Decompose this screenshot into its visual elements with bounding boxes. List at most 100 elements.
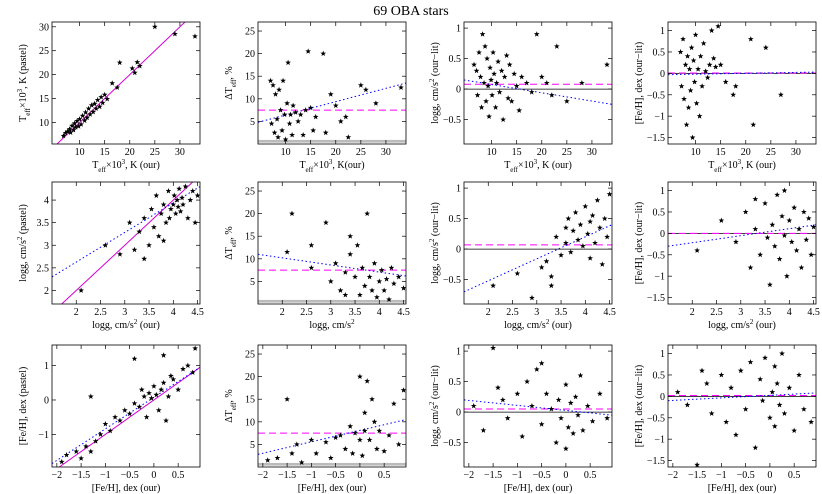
data-point — [131, 400, 138, 406]
y-tick-label: 20 — [245, 372, 255, 383]
data-point — [83, 443, 89, 449]
data-point — [175, 203, 182, 210]
data-point — [774, 380, 781, 386]
y-tick-label: 20 — [245, 209, 255, 220]
x-tick-label: 3 — [328, 307, 333, 318]
data-point — [302, 107, 309, 113]
x-tick-label: 20 — [537, 147, 547, 158]
data-point — [155, 233, 162, 239]
data-point — [791, 204, 798, 211]
data-point — [289, 131, 295, 138]
data-point — [79, 112, 86, 119]
data-point — [332, 260, 339, 266]
x-tick-label: 30 — [381, 147, 391, 158]
data-point — [91, 100, 98, 107]
data-point — [114, 84, 121, 90]
data-point — [126, 219, 133, 226]
data-point — [803, 236, 810, 243]
x-tick-label: 2.5 — [94, 307, 107, 318]
y-tick-label: 15 — [245, 232, 255, 243]
data-point — [737, 367, 744, 374]
data-point — [102, 421, 109, 427]
x-tick-label: 4.5 — [191, 307, 204, 318]
y-tick-label: 0.5 — [653, 47, 666, 58]
y-tick-label: 30 — [39, 22, 49, 33]
data-point — [369, 287, 375, 293]
data-point — [570, 430, 577, 436]
data-point — [538, 421, 545, 427]
data-point — [781, 410, 788, 416]
y-tick-label: −1 — [654, 435, 665, 446]
data-point — [357, 373, 363, 380]
plot-frame — [463, 344, 613, 468]
data-point — [776, 401, 783, 408]
data-point — [508, 98, 515, 104]
data-point — [165, 393, 172, 399]
data-point — [313, 450, 320, 456]
data-point — [543, 390, 550, 397]
data-point — [558, 252, 564, 258]
data-point — [747, 36, 754, 42]
data-point — [762, 200, 768, 206]
plot-area — [258, 48, 406, 143]
data-point — [131, 355, 138, 362]
data-point — [93, 105, 99, 112]
y-axis-label: logg, cm/s2 (pastel) — [16, 204, 29, 282]
data-point — [185, 215, 191, 221]
data-point — [682, 61, 689, 68]
data-point — [357, 436, 363, 443]
x-tick-label: −2 — [258, 470, 269, 481]
data-point — [686, 66, 693, 72]
data-point — [87, 393, 94, 399]
data-point — [371, 418, 378, 425]
data-point — [558, 415, 564, 421]
data-point — [78, 121, 84, 127]
data-point — [543, 258, 550, 264]
y-axis-label: logg, cm/s2 (our−lit) — [428, 202, 441, 284]
y-axis-label: [Fe/H], dex (our−lit) — [634, 42, 645, 125]
data-point — [185, 362, 191, 369]
x-tick-label: −2 — [52, 470, 63, 481]
data-point — [684, 401, 691, 408]
y-axis-label: ΔTeff, % — [224, 389, 238, 423]
data-point — [589, 418, 596, 424]
y-tick-label: 0.5 — [653, 207, 666, 218]
x-tick-label: 10 — [75, 147, 85, 158]
data-point — [347, 233, 354, 239]
x-tick-label: 0.5 — [584, 470, 597, 481]
data-point — [718, 371, 725, 378]
x-tick-label: 2 — [690, 307, 695, 318]
data-point — [538, 73, 545, 80]
data-point — [479, 31, 486, 37]
data-point — [305, 48, 312, 54]
data-point — [699, 83, 705, 89]
data-point — [752, 444, 759, 451]
data-point — [577, 221, 584, 228]
data-point — [146, 242, 152, 248]
data-point — [538, 264, 545, 270]
data-point — [174, 197, 181, 203]
data-point — [728, 384, 734, 391]
data-point — [810, 223, 816, 230]
data-point — [681, 96, 687, 102]
data-point — [97, 431, 104, 437]
x-tick-label: 0.5 — [378, 470, 391, 481]
data-point — [168, 206, 174, 212]
data-point — [712, 63, 719, 70]
data-point — [801, 208, 807, 215]
x-axis-label: logg, cm/s2 (our) — [92, 318, 160, 331]
y-tick-label: −1 — [654, 272, 665, 283]
data-point — [116, 59, 123, 66]
x-tick-label: 2 — [486, 307, 491, 318]
data-point — [75, 123, 82, 129]
x-tick-label: −2 — [464, 470, 475, 481]
data-point — [70, 127, 77, 133]
scatter-panel-1: 10 15 20 25 30 10 15 20 25 30 Teff×103, K (our) Tef… — [16, 21, 201, 174]
data-point — [529, 294, 535, 301]
data-point — [400, 285, 406, 291]
data-point — [529, 403, 535, 409]
data-point — [511, 70, 518, 77]
data-point — [62, 130, 69, 136]
data-point — [371, 260, 378, 266]
